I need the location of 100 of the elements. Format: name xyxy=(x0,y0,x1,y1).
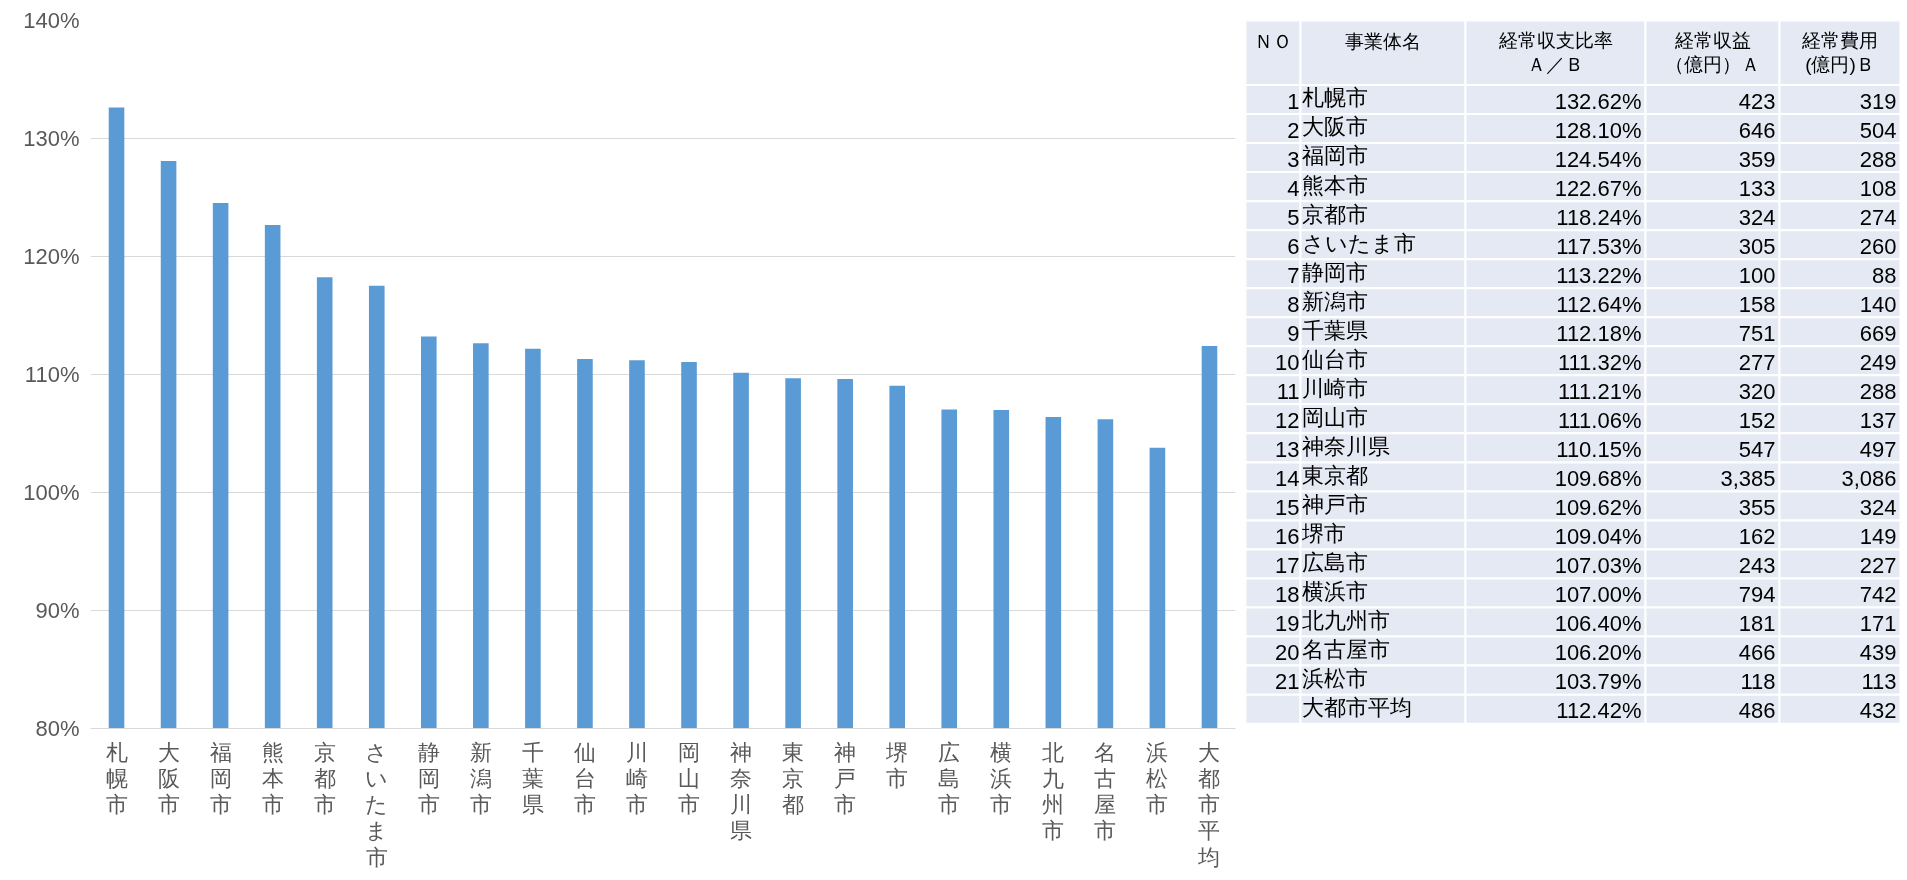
data-label: 320 xyxy=(1738,378,1776,404)
category-label: 北九州市 xyxy=(1301,607,1390,633)
y-tick-label: 140% xyxy=(23,8,80,33)
y-tick-label: 110% xyxy=(24,362,80,387)
y-tick-label: 100% xyxy=(23,480,80,505)
data-label: 319 xyxy=(1859,88,1897,114)
data-label: 109.62% xyxy=(1554,495,1642,521)
data-label: 122.67% xyxy=(1554,175,1642,201)
data-label: 100 xyxy=(1738,262,1776,288)
category-label: 横浜市 xyxy=(1301,578,1368,604)
x-tick-label: 名古屋市 xyxy=(1094,739,1117,844)
data-label: 133 xyxy=(1738,175,1776,201)
x-tick-label: 堺市 xyxy=(885,739,909,791)
x-tick-label: 神戸市 xyxy=(834,739,857,817)
data-label: 21 xyxy=(1275,669,1300,695)
data-label: 112.18% xyxy=(1556,320,1642,346)
data-label: 547 xyxy=(1738,436,1776,462)
data-label: 117.53% xyxy=(1556,233,1642,259)
category-label: 新潟市 xyxy=(1301,288,1368,314)
data-label: 16 xyxy=(1275,524,1300,550)
data-label: 646 xyxy=(1738,117,1776,143)
data-label: 243 xyxy=(1738,553,1776,579)
data-label: 107.00% xyxy=(1554,582,1642,608)
data-label: 13 xyxy=(1275,436,1300,462)
data-label: 497 xyxy=(1859,436,1897,462)
data-label: 88 xyxy=(1872,262,1897,288)
category-label: 川崎市 xyxy=(1301,375,1368,401)
category-label: 名古屋市 xyxy=(1301,636,1390,662)
x-tick-label: 京都市 xyxy=(313,739,336,817)
data-label: 149 xyxy=(1859,524,1897,550)
category-label: さいたま市 xyxy=(1301,230,1416,256)
data-label: 277 xyxy=(1738,349,1776,375)
y-tick-label: 90% xyxy=(35,598,80,623)
category-label: 大阪市 xyxy=(1301,114,1368,140)
data-label: 111.21% xyxy=(1557,378,1642,404)
x-tick-label: 大阪市 xyxy=(157,739,180,817)
x-tick-label: 岡山市 xyxy=(678,739,701,817)
series-label: 経常収支比率Ａ／Ｂ xyxy=(1497,30,1613,76)
category-label: 千葉県 xyxy=(1301,317,1368,343)
data-label: 10 xyxy=(1275,349,1300,375)
x-tick-label: 仙台市 xyxy=(573,739,596,817)
data-label: 249 xyxy=(1859,349,1897,375)
data-label: 111.06% xyxy=(1557,407,1642,433)
data-label: 113 xyxy=(1861,669,1897,695)
data-label: 669 xyxy=(1859,320,1897,346)
data-label: 158 xyxy=(1738,291,1776,317)
data-label: 3,385 xyxy=(1720,466,1776,492)
x-tick-label: 新潟市 xyxy=(469,739,492,817)
x-tick-label: 北九州市 xyxy=(1042,739,1065,844)
data-label: 4 xyxy=(1287,175,1300,201)
data-label: 260 xyxy=(1859,233,1897,259)
data-label: 324 xyxy=(1859,495,1897,521)
category-label: 熊本市 xyxy=(1301,172,1368,198)
data-label: 152 xyxy=(1738,407,1776,433)
category-label: 福岡市 xyxy=(1301,143,1368,169)
data-label: 128.10% xyxy=(1554,117,1642,143)
data-label: 109.04% xyxy=(1554,524,1642,550)
x-tick-label: 福岡市 xyxy=(209,739,232,817)
data-label: 118.24% xyxy=(1556,204,1642,230)
data-label: 110.15% xyxy=(1556,436,1642,462)
y-tick-label: 120% xyxy=(23,244,80,269)
x-tick-label: 札幌市 xyxy=(105,739,128,817)
data-label: 794 xyxy=(1738,582,1776,608)
data-label: 18 xyxy=(1275,582,1300,608)
category-label: 神奈川県 xyxy=(1301,433,1390,459)
data-label: 118 xyxy=(1740,669,1776,695)
y-tick-label: 80% xyxy=(35,716,80,741)
data-label: 8 xyxy=(1287,291,1300,317)
x-tick-label: 千葉県 xyxy=(521,739,544,817)
category-label: 大都市平均 xyxy=(1301,695,1412,721)
data-label: 7 xyxy=(1287,262,1300,288)
data-label: 359 xyxy=(1738,146,1776,172)
category-label: 仙台市 xyxy=(1301,346,1368,372)
data-label: 19 xyxy=(1275,611,1300,637)
x-tick-label: 神奈川県 xyxy=(730,739,753,844)
data-label: 17 xyxy=(1275,553,1300,579)
data-label: 227 xyxy=(1859,553,1897,579)
x-tick-label: さいたま市 xyxy=(365,739,389,870)
data-label: 112.64% xyxy=(1556,291,1642,317)
data-label: 504 xyxy=(1859,117,1897,143)
category-label: 広島市 xyxy=(1301,549,1368,575)
data-label: 11 xyxy=(1276,378,1300,404)
data-label: 124.54% xyxy=(1554,146,1642,172)
category-label: 神戸市 xyxy=(1301,491,1368,517)
data-label: 137 xyxy=(1859,407,1897,433)
data-label: 423 xyxy=(1738,88,1776,114)
data-label: 15 xyxy=(1275,495,1300,521)
data-label: 305 xyxy=(1738,233,1776,259)
category-label: 札幌市 xyxy=(1301,85,1368,111)
x-tick-label: 広島市 xyxy=(938,739,961,817)
data-label: 106.40% xyxy=(1554,611,1642,637)
x-tick-label: 静岡市 xyxy=(417,739,440,817)
category-label: 東京都 xyxy=(1301,462,1368,488)
x-tick-label: 熊本市 xyxy=(261,739,284,817)
data-label: 14 xyxy=(1275,466,1300,492)
data-label: 6 xyxy=(1287,233,1300,259)
series-label: ＮＯ xyxy=(1254,30,1292,52)
data-label: 274 xyxy=(1859,204,1897,230)
series-label: 経常費用(億円)Ｂ xyxy=(1801,30,1878,76)
data-label: 9 xyxy=(1287,320,1300,346)
